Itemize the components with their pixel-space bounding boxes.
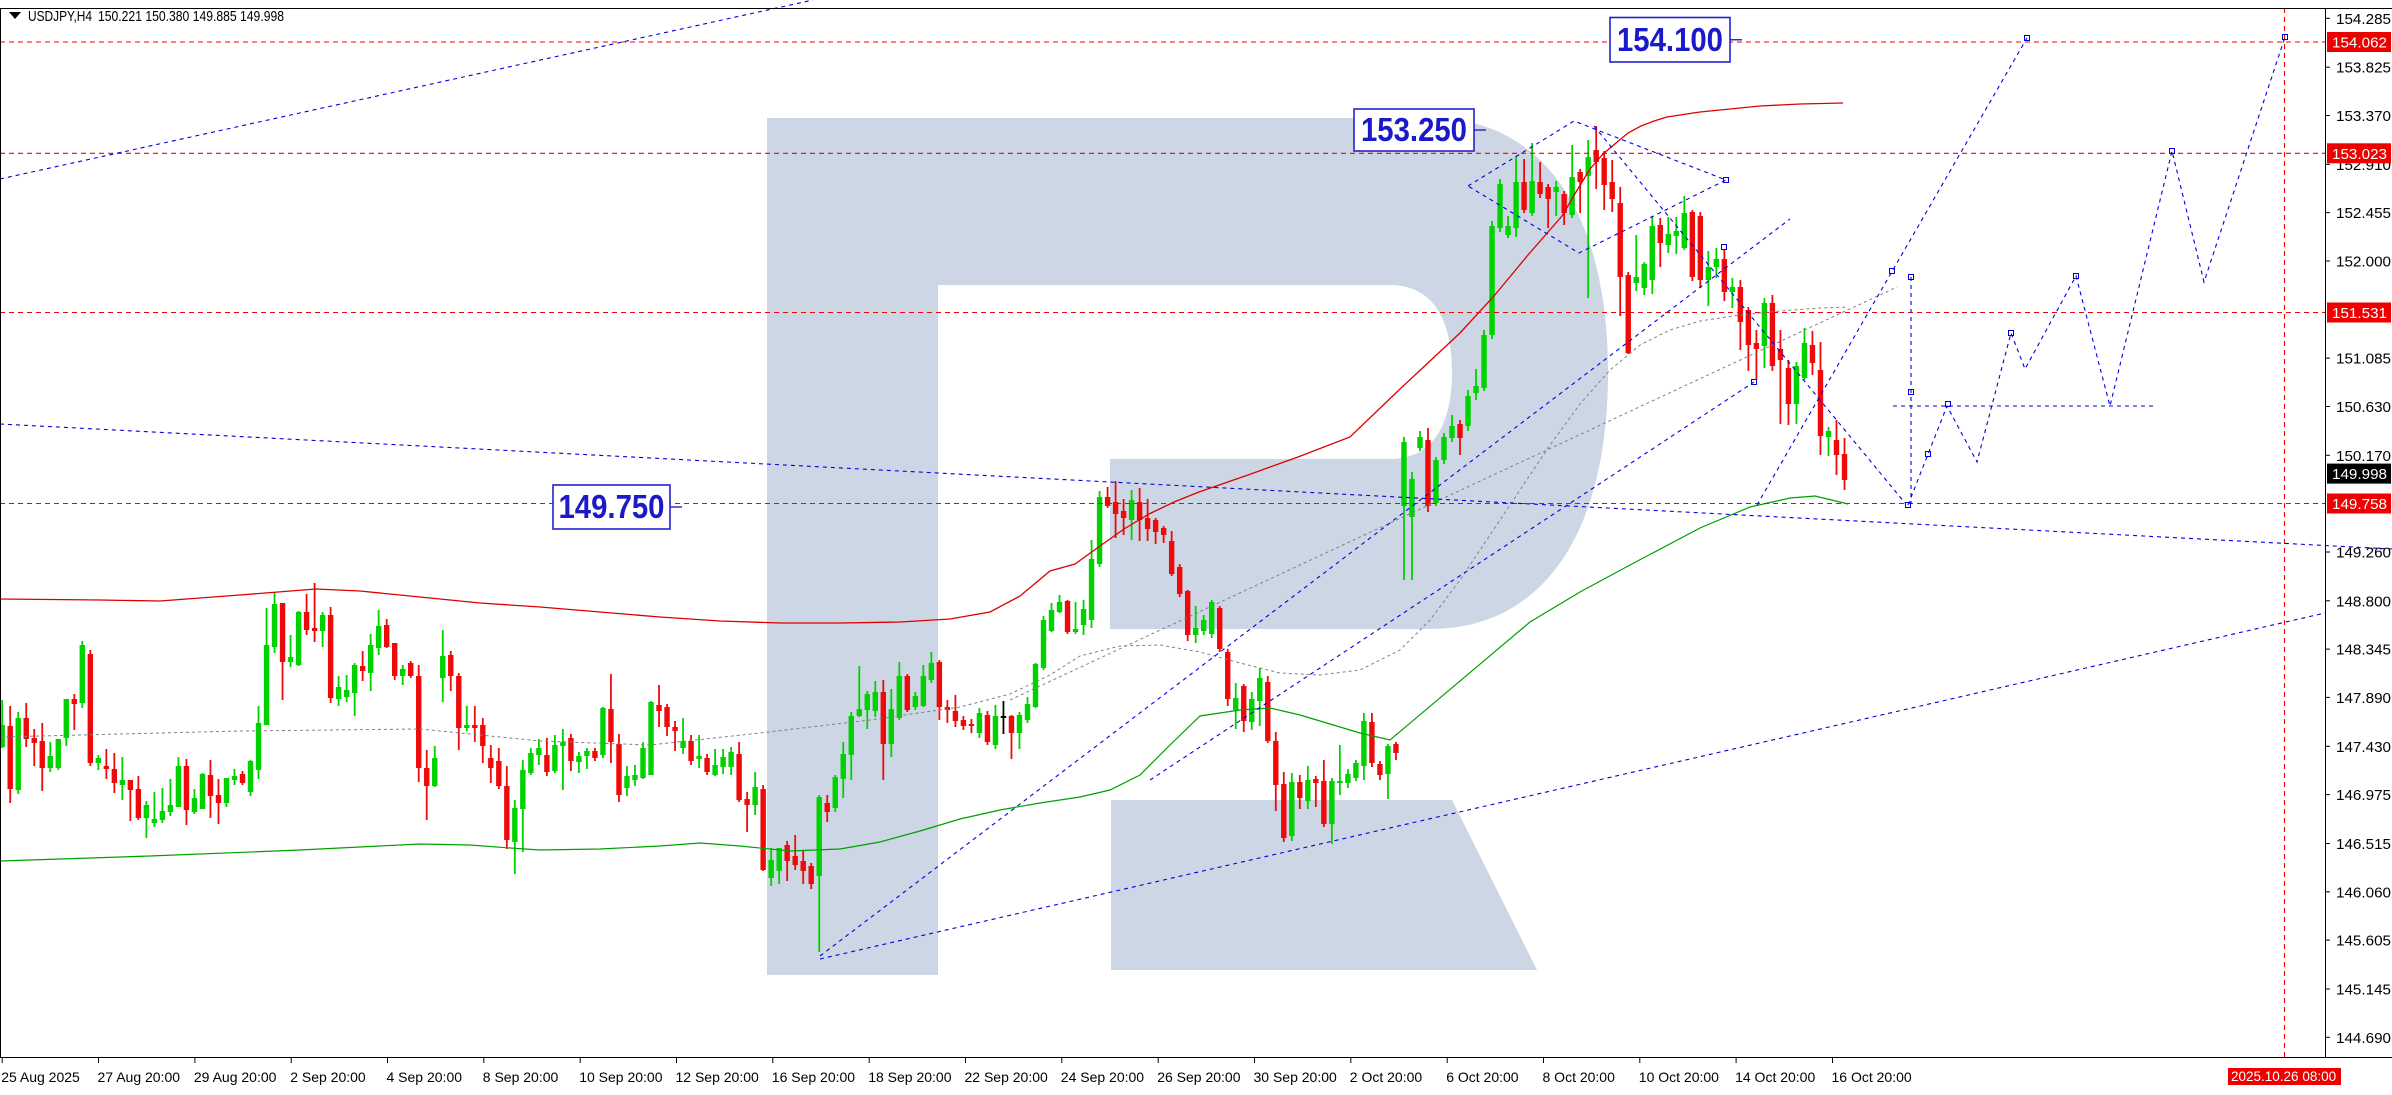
svg-text:4 Sep 20:00: 4 Sep 20:00	[387, 1069, 463, 1085]
svg-text:152.455: 152.455	[2336, 206, 2391, 222]
svg-text:149.260: 149.260	[2336, 546, 2391, 562]
svg-text:154.100: 154.100	[1617, 21, 1723, 58]
svg-text:USDJPY,H4: USDJPY,H4	[28, 8, 92, 25]
svg-text:24 Sep 20:00: 24 Sep 20:00	[1061, 1069, 1145, 1085]
svg-text:10 Oct 20:00: 10 Oct 20:00	[1639, 1069, 1719, 1085]
svg-text:148.345: 148.345	[2336, 643, 2391, 659]
svg-text:18 Sep 20:00: 18 Sep 20:00	[868, 1069, 952, 1085]
svg-text:146.060: 146.060	[2336, 885, 2391, 901]
svg-text:150.170: 150.170	[2336, 449, 2391, 465]
svg-text:147.430: 147.430	[2336, 740, 2391, 756]
svg-text:149.758: 149.758	[2332, 497, 2387, 513]
svg-text:152.000: 152.000	[2336, 255, 2391, 271]
svg-text:16 Oct 20:00: 16 Oct 20:00	[1832, 1069, 1912, 1085]
svg-text:29 Aug 20:00: 29 Aug 20:00	[194, 1069, 277, 1085]
svg-text:10 Sep 20:00: 10 Sep 20:00	[579, 1069, 663, 1085]
svg-text:8 Sep 20:00: 8 Sep 20:00	[483, 1069, 559, 1085]
svg-text:144.690: 144.690	[2336, 1031, 2391, 1047]
svg-text:16 Sep 20:00: 16 Sep 20:00	[772, 1069, 856, 1085]
svg-text:150.630: 150.630	[2336, 400, 2391, 416]
svg-text:26 Sep 20:00: 26 Sep 20:00	[1157, 1069, 1241, 1085]
svg-text:148.800: 148.800	[2336, 594, 2391, 610]
svg-text:154.062: 154.062	[2332, 36, 2387, 52]
svg-text:2 Sep 20:00: 2 Sep 20:00	[290, 1069, 366, 1085]
svg-text:14 Oct 20:00: 14 Oct 20:00	[1735, 1069, 1815, 1085]
svg-text:6 Oct 20:00: 6 Oct 20:00	[1446, 1069, 1519, 1085]
svg-text:145.605: 145.605	[2336, 934, 2391, 950]
svg-text:30 Sep 20:00: 30 Sep 20:00	[1254, 1069, 1338, 1085]
svg-text:151.085: 151.085	[2336, 352, 2391, 368]
svg-text:2 Oct 20:00: 2 Oct 20:00	[1350, 1069, 1423, 1085]
svg-text:2025.10.26 08:00: 2025.10.26 08:00	[2231, 1069, 2336, 1084]
svg-text:145.145: 145.145	[2336, 983, 2391, 999]
svg-text:151.531: 151.531	[2332, 306, 2387, 322]
svg-text:153.370: 153.370	[2336, 109, 2391, 125]
svg-text:12 Sep 20:00: 12 Sep 20:00	[676, 1069, 760, 1085]
svg-text:149.998: 149.998	[2332, 467, 2387, 483]
svg-text:154.285: 154.285	[2336, 12, 2391, 28]
svg-text:153.023: 153.023	[2332, 147, 2387, 163]
svg-text:27 Aug 20:00: 27 Aug 20:00	[98, 1069, 181, 1085]
svg-text:25 Aug 2025: 25 Aug 2025	[1, 1069, 80, 1085]
svg-text:149.750: 149.750	[559, 488, 665, 525]
svg-text:22 Sep 20:00: 22 Sep 20:00	[965, 1069, 1049, 1085]
svg-text:153.825: 153.825	[2336, 61, 2391, 77]
svg-text:150.221 150.380 149.885 149.99: 150.221 150.380 149.885 149.998	[98, 8, 284, 25]
svg-text:147.890: 147.890	[2336, 691, 2391, 707]
svg-text:8 Oct 20:00: 8 Oct 20:00	[1543, 1069, 1616, 1085]
svg-text:146.515: 146.515	[2336, 837, 2391, 853]
svg-text:153.250: 153.250	[1361, 111, 1467, 148]
svg-text:146.975: 146.975	[2336, 788, 2391, 804]
